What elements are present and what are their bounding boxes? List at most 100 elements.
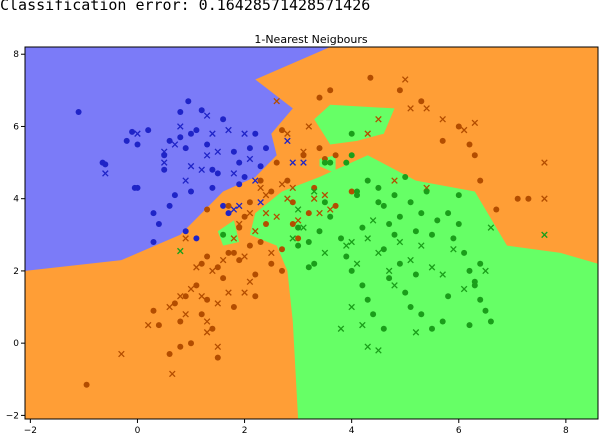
point-orange-cross (284, 195, 291, 202)
point-orange-cross (423, 105, 430, 112)
point-green-circle (386, 275, 393, 282)
y-tick-label: 0 (13, 339, 19, 349)
point-orange-circle (327, 87, 334, 94)
y-tick-label: 6 (13, 122, 19, 132)
point-blue-circle (263, 145, 269, 152)
point-orange-cross (203, 318, 211, 325)
point-blue-cross (203, 152, 211, 159)
point-blue-cross (187, 162, 195, 170)
point-orange-cross (316, 209, 323, 217)
point-green-cross (396, 238, 404, 246)
point-orange-cross (246, 209, 254, 217)
point-green-circle (380, 246, 387, 253)
point-orange-circle (367, 74, 374, 81)
point-green-circle (364, 177, 371, 184)
point-blue-circle (204, 141, 211, 148)
point-orange-circle (316, 94, 323, 101)
point-orange-circle (263, 221, 269, 227)
point-blue-circle (220, 116, 227, 123)
point-orange-cross (541, 195, 548, 202)
point-blue-cross (160, 159, 168, 166)
point-green-circle (445, 293, 452, 300)
point-green-circle (375, 199, 382, 206)
point-orange-cross (257, 184, 264, 192)
point-blue-circle (129, 128, 136, 135)
point-green-circle (321, 159, 328, 166)
point-green-circle (407, 199, 414, 206)
region-green (249, 155, 598, 419)
point-green-cross (353, 260, 361, 267)
point-orange-cross (262, 209, 270, 217)
point-blue-circle (150, 239, 157, 245)
point-blue-circle (166, 202, 173, 209)
point-green-cross (385, 267, 393, 275)
point-green-circle (311, 260, 318, 267)
point-blue-circle (225, 210, 232, 217)
y-axis: −2 0 2 4 6 8 (6, 50, 25, 421)
point-orange-circle (166, 351, 173, 357)
point-orange-circle (525, 195, 532, 202)
chart-title: 1-Nearest Neigbours (254, 33, 368, 46)
point-blue-cross (225, 126, 232, 134)
point-green-circle (423, 188, 430, 195)
y-tick-label: 4 (13, 195, 19, 205)
point-green-cross (428, 264, 436, 271)
point-blue-cross (198, 166, 205, 174)
point-blue-circle (193, 235, 200, 242)
point-orange-cross (219, 256, 227, 264)
point-orange-cross (278, 180, 286, 188)
point-blue-cross (252, 177, 259, 184)
point-orange-cross (300, 148, 307, 155)
point-orange-circle (246, 199, 253, 206)
point-green-circle (429, 325, 435, 332)
point-orange-cross (169, 370, 176, 378)
point-orange-cross (209, 267, 216, 275)
point-orange-circle (471, 152, 478, 159)
point-green-circle (354, 192, 360, 199)
point-green-circle (338, 235, 344, 242)
point-orange-cross (407, 105, 414, 112)
point-blue-cross (102, 170, 109, 177)
point-orange-cross (187, 285, 195, 293)
point-orange-cross (401, 76, 409, 83)
point-blue-circle (188, 130, 194, 137)
point-orange-cross (321, 191, 329, 199)
point-orange-circle (418, 98, 425, 105)
point-orange-circle (171, 300, 178, 307)
point-green-cross (348, 303, 355, 311)
point-orange-cross (241, 253, 248, 260)
console-output: Classification error: 0.1642857142857142… (0, 0, 371, 14)
point-orange-cross (144, 321, 152, 329)
point-orange-cross (364, 130, 371, 137)
point-green-circle (418, 210, 425, 217)
point-green-circle (402, 289, 409, 296)
point-green-circle (220, 231, 227, 238)
x-tick-label: 2 (242, 426, 248, 434)
point-orange-circle (332, 202, 339, 209)
decision-regions (25, 47, 598, 419)
point-blue-circle (236, 181, 243, 188)
point-orange-cross (284, 130, 291, 137)
point-orange-circle (198, 311, 205, 318)
point-orange-cross (268, 249, 275, 257)
point-orange-cross (375, 115, 382, 123)
point-orange-circle (230, 249, 237, 256)
point-blue-circle (220, 202, 227, 209)
point-orange-circle (204, 296, 211, 303)
point-blue-circle (177, 134, 184, 141)
point-orange-cross (471, 119, 479, 127)
point-green-circle (477, 260, 484, 267)
point-orange-cross (305, 123, 313, 130)
point-green-cross (359, 321, 366, 329)
point-orange-circle (279, 267, 285, 274)
point-orange-circle (455, 123, 462, 130)
point-green-cross (460, 285, 468, 293)
point-orange-circle (348, 188, 355, 195)
point-blue-circle (177, 109, 184, 115)
point-orange-circle (316, 145, 323, 152)
point-green-circle (316, 228, 323, 235)
point-orange-circle (257, 177, 264, 184)
point-orange-cross (177, 292, 184, 300)
point-blue-cross (241, 130, 248, 137)
point-green-circle (461, 249, 468, 256)
